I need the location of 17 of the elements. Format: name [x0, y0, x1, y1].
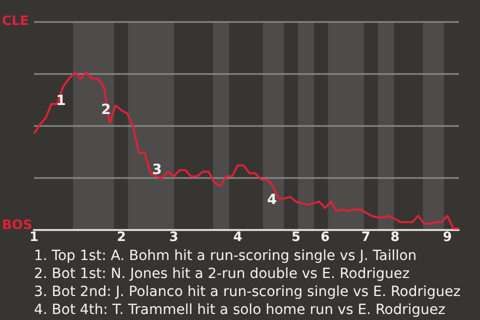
x-tick-label: 4: [233, 230, 242, 246]
x-tick-label: 6: [320, 230, 330, 246]
x-tick-label: 5: [291, 230, 301, 246]
text: 2. Bot 1st: N. Jones hit a 2-run double vs E. Rodriguez: [34, 265, 411, 283]
text: CLE: [2, 14, 29, 30]
text: 4. Bot 4th: T. Trammell hit a solo home run vs E. Rodriguez: [34, 301, 446, 319]
text: BOS: [2, 218, 32, 233]
x-tick-label: 3: [169, 230, 178, 246]
x-tick-label: 8: [390, 230, 400, 246]
x-tick-label: 7: [361, 230, 370, 246]
x-tick-label: 2: [116, 230, 126, 246]
x-tick-label: 1: [29, 230, 39, 246]
annotation: 4: [267, 192, 277, 208]
x-tick-label: 9: [442, 230, 452, 246]
text: 3. Bot 2nd: J. Polanco hit a run-scoring single vs E. Rodriguez: [34, 283, 462, 301]
text: 1. Top 1st: A. Bohm hit a run-scoring single vs J. Taillon: [34, 247, 418, 265]
annotation: 3: [152, 162, 162, 178]
